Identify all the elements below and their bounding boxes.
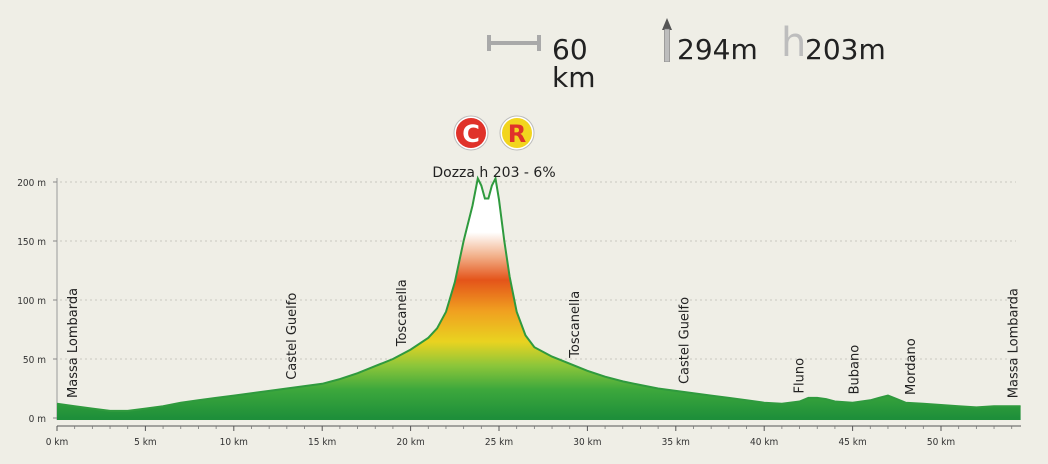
place-label: Fluno	[793, 358, 808, 394]
x-tick-label: 15 km	[308, 437, 336, 448]
place-label: Castel Guelfo	[678, 297, 693, 384]
badge-circle	[456, 118, 486, 148]
max-altitude-value: 203m	[805, 33, 886, 66]
badge-letter: C	[462, 120, 480, 148]
climb-arrow-icon	[662, 18, 672, 62]
place-label: Toscanella	[568, 291, 583, 359]
place-label: Massa Lombarda	[66, 288, 81, 398]
climb-value: 294m	[677, 33, 758, 66]
y-tick-label: 100 m	[17, 296, 46, 307]
place-label: Bubano	[847, 345, 862, 395]
x-tick-label: 40 km	[750, 437, 778, 448]
x-tick-label: 50 km	[927, 437, 955, 448]
badge-circle	[502, 118, 532, 148]
profile-line	[56, 175, 1021, 412]
altitude-h-icon: h	[781, 20, 807, 66]
x-tick-label: 0 km	[46, 437, 69, 448]
y-tick-label: 200 m	[17, 178, 46, 189]
place-labels: Massa Lombarda Castel Guelfo Toscanella Tos…	[66, 279, 1022, 398]
x-tick-label: 20 km	[396, 437, 424, 448]
x-axis: 0 km 5 km 10 km 15 km 20 km 25 km 30 km 35 km 40…	[46, 425, 1021, 448]
distance-value: 60 km	[552, 33, 596, 94]
profile-area	[57, 178, 1021, 420]
place-label: Castel Guelfo	[285, 293, 300, 380]
climb-label: Dozza h 203 - 6%	[432, 165, 555, 181]
y-tick-label: 0 m	[29, 414, 46, 425]
y-tick-label: 150 m	[17, 237, 46, 248]
x-tick-label: 45 km	[838, 437, 866, 448]
climb-badge-c: C	[453, 115, 489, 151]
place-label: Toscanella	[395, 279, 410, 347]
badge-letter: R	[508, 120, 526, 148]
y-axis: 0 m 50 m 100 m 150 m 200 m	[17, 178, 58, 425]
x-tick-label: 10 km	[220, 437, 248, 448]
distance-icon	[487, 35, 541, 51]
place-label: Massa Lombarda	[1006, 288, 1021, 398]
y-tick-label: 50 m	[23, 355, 46, 366]
x-tick-label: 25 km	[485, 437, 513, 448]
place-label: Mordano	[904, 338, 919, 395]
climb-badge-r: R	[499, 115, 535, 151]
x-tick-label: 5 km	[134, 437, 157, 448]
x-tick-label: 30 km	[573, 437, 601, 448]
x-tick-label: 35 km	[662, 437, 690, 448]
